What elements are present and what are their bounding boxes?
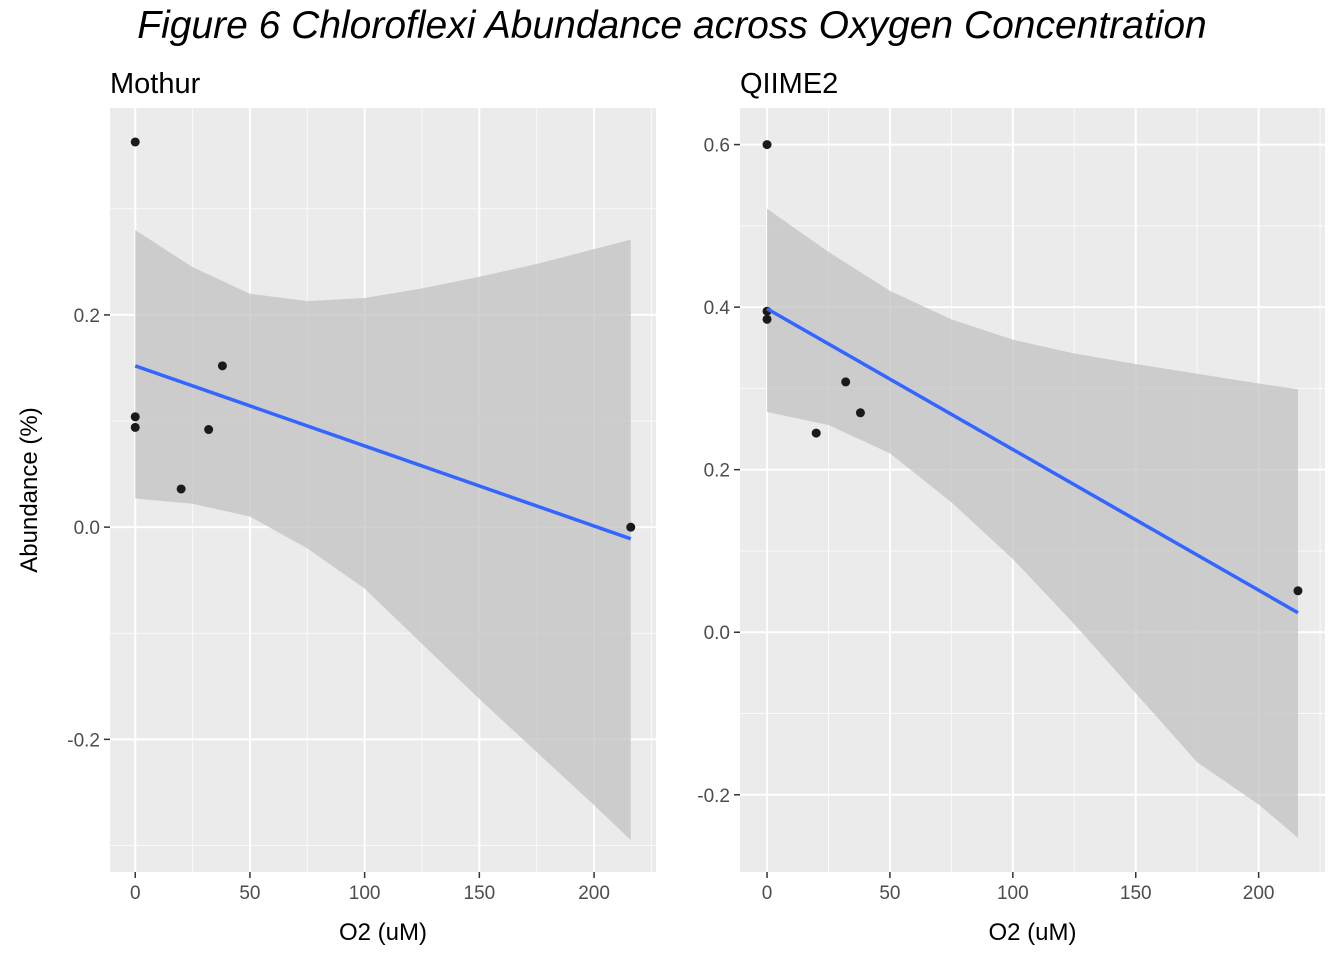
data-point xyxy=(841,377,851,387)
x-tick-label: 50 xyxy=(879,883,900,904)
x-tick-label: 150 xyxy=(464,883,496,904)
data-point xyxy=(762,314,772,324)
y-tick-label: 0.2 xyxy=(74,306,100,327)
x-axis-title: O2 (uM) xyxy=(339,919,427,946)
x-tick-label: 50 xyxy=(239,883,260,904)
panel-mothur: 0 50 100 150 200 -0.2 0.0 0.2 Mothur O2 (uM) Abund… xyxy=(16,68,656,946)
y-axis-title: Abundance (%) xyxy=(16,407,43,572)
data-point xyxy=(130,137,140,147)
confidence-ribbon xyxy=(767,208,1298,838)
data-point xyxy=(762,140,772,150)
y-tick-label: 0.4 xyxy=(704,298,731,319)
data-point xyxy=(176,484,186,494)
y-tick-label: -0.2 xyxy=(697,786,730,807)
panel-title: Mothur xyxy=(110,68,201,100)
data-point xyxy=(204,425,214,435)
x-axis-title: O2 (uM) xyxy=(988,919,1076,946)
y-tick-label: 0.2 xyxy=(704,461,730,482)
y-tick-label: 0.0 xyxy=(74,518,100,539)
x-tick-label: 200 xyxy=(1243,883,1275,904)
x-tick-label: 0 xyxy=(762,883,773,904)
data-point xyxy=(855,408,865,418)
panel-qiime2: 0 50 100 150 200 -0.2 0.0 0.2 0.4 0.6 QIIME2 O2 (uM… xyxy=(697,68,1325,946)
data-point xyxy=(217,361,227,371)
data-point xyxy=(626,522,636,532)
regression-line xyxy=(766,307,1299,615)
data-point xyxy=(130,412,140,422)
data-point xyxy=(811,428,821,438)
y-tick-label: 0.0 xyxy=(704,623,730,644)
y-tick-label: -0.2 xyxy=(67,730,100,751)
panel-title: QIIME2 xyxy=(740,68,838,100)
x-tick-label: 100 xyxy=(997,883,1029,904)
x-tick-label: 0 xyxy=(130,883,141,904)
figure-title: Figure 6 Chloroflexi Abundance across Ox… xyxy=(137,4,1207,47)
confidence-ribbon xyxy=(135,230,631,841)
data-point xyxy=(1293,586,1303,596)
x-tick-label: 100 xyxy=(349,883,381,904)
x-tick-label: 200 xyxy=(578,883,610,904)
x-tick-label: 150 xyxy=(1120,883,1152,904)
y-tick-label: 0.6 xyxy=(704,136,730,157)
data-point xyxy=(130,422,140,432)
regression-line xyxy=(134,364,632,541)
